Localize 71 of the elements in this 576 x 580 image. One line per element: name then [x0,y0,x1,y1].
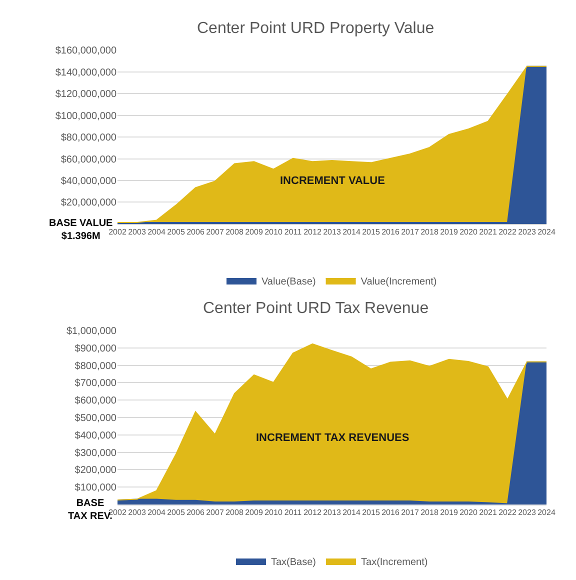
x-tick-label: 2005 [167,508,186,518]
x-tick-label: 2017 [401,508,420,518]
y-tick-label: $1,000,000 [66,326,117,338]
x-tick-label: 2004 [148,228,166,237]
x-tick-label: 2021 [479,508,498,518]
x-tick-label: 2023 [518,228,536,237]
x-tick-label: 2012 [304,228,322,237]
y-tick-label: $140,000,000 [55,67,117,78]
y-tick-label: $400,000 [74,430,117,442]
y-tick-label: $800,000 [74,360,117,372]
x-tick-label: 2008 [226,228,244,237]
x-tick-label: 2023 [518,508,536,518]
x-tick-label: 2002 [108,228,127,237]
x-tick-label: 2017 [401,228,420,237]
legend-label: Value(Base) [262,276,316,288]
x-tick-label: 2015 [362,228,380,237]
x-tick-label: 2012 [304,508,322,518]
x-tick-label: 2013 [323,228,342,237]
x-tick-label: 2018 [420,508,439,518]
x-tick-label: 2003 [128,508,146,518]
x-tick-label: 2024 [538,508,556,518]
x-tick-label: 2020 [460,228,478,237]
x-tick-label: 2008 [226,508,244,518]
x-tick-label: 2005 [167,228,186,237]
x-tick-label: 2010 [264,508,283,518]
y-tick-label: $120,000,000 [55,89,117,100]
x-tick-label: 2014 [342,508,361,518]
x-tick-label: 2006 [186,508,205,518]
y-tick-label: $500,000 [74,413,117,424]
y-tick-label: $700,000 [74,378,117,390]
x-tick-label: 2010 [264,228,283,237]
y-tick-label: $600,000 [74,396,117,407]
x-tick-label: 2009 [245,508,264,518]
y-tick-label: $60,000,000 [60,154,117,166]
x-tick-label: 2009 [245,228,264,237]
x-tick-label: 2007 [206,508,224,518]
x-tick-label: 2011 [284,508,302,518]
x-tick-label: 2016 [382,228,400,237]
x-tick-label: 2007 [206,228,224,237]
x-tick-label: 2020 [460,508,478,518]
x-tick-label: 2019 [440,508,458,518]
y-tick-label: $40,000,000 [60,176,117,188]
y-tick-label: $200,000 [74,465,117,476]
x-tick-label: 2015 [362,508,380,518]
x-tick-label: 2006 [186,228,205,237]
y-tick-label: $900,000 [74,343,117,354]
x-tick-label: 2024 [538,228,556,237]
x-tick-label: 2021 [479,228,498,237]
y-tick-label: $80,000,000 [60,132,117,144]
chart-title: Center Point URD Tax Revenue [203,300,429,317]
x-tick-label: 2014 [342,228,361,237]
x-tick-label: 2011 [284,228,302,237]
annotation: INCREMENT VALUE [280,175,385,187]
chart-title: Center Point URD Property Value [197,20,434,37]
legend-label: Value(Increment) [360,276,437,288]
x-tick-label: 2019 [440,228,458,237]
y-tick-label: $100,000,000 [55,110,117,122]
x-tick-label: 2022 [498,228,517,237]
y-tick-label: $100,000 [74,482,117,494]
annotation: INCREMENT TAX REVENUES [256,432,410,444]
y-tick-label: $20,000,000 [60,198,117,209]
x-tick-label: 2022 [498,508,517,518]
legend-label: Tax(Base) [271,556,316,568]
x-tick-label: 2004 [148,508,166,518]
x-tick-label: 2016 [382,508,400,518]
x-tick-label: 2013 [323,508,342,518]
y-tick-label: $160,000,000 [55,46,117,57]
x-tick-label: 2003 [128,228,146,237]
legend-label: Tax(Increment) [361,556,428,568]
x-tick-label: 2018 [420,228,439,237]
y-tick-label: $300,000 [74,448,117,459]
